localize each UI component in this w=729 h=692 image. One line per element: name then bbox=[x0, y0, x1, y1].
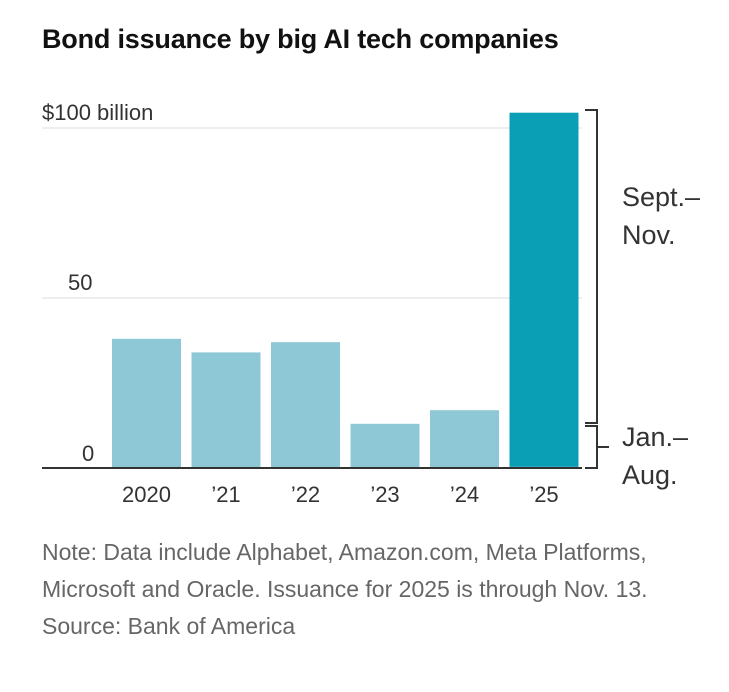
x-tick-label: ’25 bbox=[529, 482, 558, 507]
gridlines bbox=[42, 127, 582, 299]
y-tick-label: 0 bbox=[82, 441, 94, 466]
note-text: Note: Data include Alphabet, Amazon.com,… bbox=[42, 539, 648, 602]
annotation-bracket bbox=[585, 425, 598, 469]
y-tick-label: $100 billion bbox=[42, 100, 153, 125]
bar bbox=[191, 352, 261, 468]
annotations: Jan.– Aug. Sept.– Nov. bbox=[585, 109, 700, 490]
bar bbox=[112, 338, 181, 468]
bars bbox=[112, 112, 579, 468]
x-tick-label: ’21 bbox=[211, 482, 240, 507]
annotation-label: Aug. bbox=[622, 460, 678, 490]
x-tick-label: ’24 bbox=[450, 482, 479, 507]
x-tick-label: 2020 bbox=[122, 482, 171, 507]
chart-title: Bond issuance by big AI tech companies bbox=[42, 24, 559, 54]
chart-notes: Note: Data include Alphabet, Amazon.com,… bbox=[42, 534, 682, 645]
bar bbox=[350, 423, 420, 468]
annotation-label: Jan.– bbox=[622, 422, 688, 452]
x-tick-label: ’22 bbox=[291, 482, 320, 507]
y-tick-label: 50 bbox=[68, 270, 92, 295]
bar-chart: 0 50 $100 billion 2020 ’21 ’22 ’23 ’24 ’25 Jan.–… bbox=[42, 100, 700, 507]
annotation-label: Sept.– bbox=[622, 182, 700, 212]
x-tick-label: ’23 bbox=[370, 482, 399, 507]
bar bbox=[430, 410, 499, 468]
bar bbox=[509, 112, 579, 467]
bar bbox=[271, 342, 340, 468]
source-text: Source: Bank of America bbox=[42, 613, 296, 639]
annotation-label: Nov. bbox=[622, 220, 676, 250]
tick-labels: 0 50 $100 billion 2020 ’21 ’22 ’23 ’24 ’25 bbox=[42, 100, 559, 507]
annotation-bracket bbox=[585, 109, 598, 424]
